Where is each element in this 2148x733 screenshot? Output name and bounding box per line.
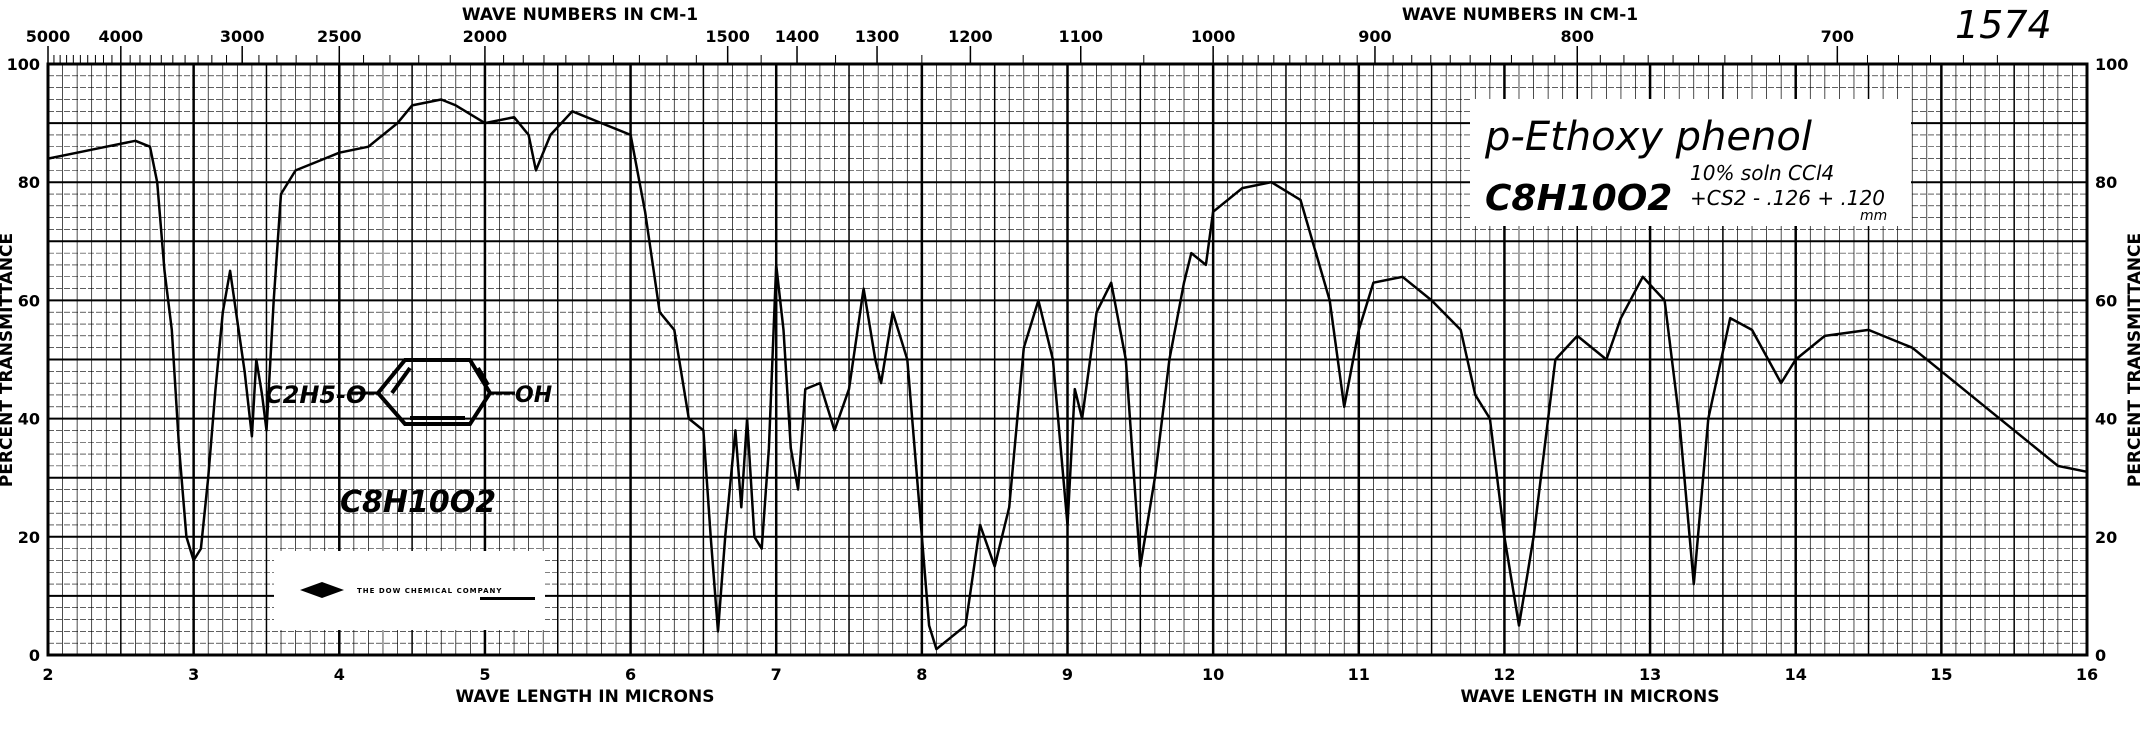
top-tick-label: 1400 [775, 27, 820, 46]
y-tick-label-right: 40 [2095, 410, 2117, 429]
top-tick-label: 700 [1821, 27, 1854, 46]
x-tick-label: 16 [2076, 665, 2098, 684]
x-axis-label-top-2: WAVE NUMBERS IN CM-1 [1402, 5, 1638, 25]
y-axis-label-right: PERCENT TRANSMITTANCE [2125, 233, 2145, 487]
y-axis-label-left: PERCENT TRANSMITTANCE [0, 233, 17, 487]
y-tick-label-right: 60 [2095, 291, 2117, 310]
structure-right-group: OH [515, 383, 552, 408]
x-tick-label: 9 [1062, 665, 1073, 684]
structure-drawing: C2H5-O OH C8H10O2 [265, 358, 552, 520]
x-tick-label: 6 [625, 665, 636, 684]
x-axis-label-bottom-1: WAVE LENGTH IN MICRONS [456, 687, 715, 707]
top-tick-label: 5000 [26, 27, 71, 46]
x-tick-label: 13 [1639, 665, 1661, 684]
logo-text: THE DOW CHEMICAL COMPANY [357, 587, 502, 595]
logo-subtext [480, 597, 535, 600]
top-tick-label: 2000 [463, 27, 508, 46]
x-tick-label: 8 [916, 665, 927, 684]
top-tick-label: 900 [1358, 27, 1391, 46]
y-tick-label-left: 60 [18, 291, 40, 310]
x-axis-label-top-1: WAVE NUMBERS IN CM-1 [462, 5, 698, 25]
sample-note-1: 10% soln CCl4 [1690, 161, 1834, 185]
structure-left-group: C2H5-O [265, 381, 366, 409]
x-tick-label: 2 [42, 665, 53, 684]
y-tick-label-left: 0 [29, 646, 40, 665]
x-tick-label: 4 [334, 665, 345, 684]
y-tick-label-right: 20 [2095, 528, 2117, 547]
sample-note-unit: mm [1860, 208, 1887, 224]
sample-note-2: +CS2 - .126 + .120 [1690, 186, 1885, 210]
top-tick-label: 1000 [1191, 27, 1236, 46]
structure-formula: C8H10O2 [340, 485, 496, 520]
x-tick-label: 3 [188, 665, 199, 684]
y-tick-label-right: 80 [2095, 173, 2117, 192]
spectrum-line [47, 98, 2088, 651]
spectrum-number: 1574 [1955, 3, 2052, 47]
dow-diamond-logo-icon [300, 582, 344, 598]
top-tick-label: 1200 [948, 27, 993, 46]
y-tick-label-right: 0 [2095, 646, 2106, 665]
x-tick-label: 7 [771, 665, 782, 684]
compound-name: p-Ethoxy phenol [1484, 114, 1812, 160]
x-axis-label-bottom-2: WAVE LENGTH IN MICRONS [1461, 687, 1720, 707]
top-tick-label: 1500 [705, 27, 750, 46]
top-tick-label: 1100 [1058, 27, 1103, 46]
compound-formula: C8H10O2 [1485, 178, 1672, 219]
x-tick-label: 14 [1785, 665, 1807, 684]
benzene-ring-icon [375, 358, 493, 426]
y-tick-label-left: 40 [18, 410, 40, 429]
y-tick-label-left: 100 [7, 55, 40, 74]
x-tick-label: 12 [1493, 665, 1515, 684]
top-tick-label: 2500 [317, 27, 362, 46]
top-tick-label: 3000 [220, 27, 265, 46]
top-tick-label: 4000 [99, 27, 144, 46]
top-tick-label: 800 [1561, 27, 1594, 46]
y-tick-label-left: 80 [18, 173, 40, 192]
x-tick-label: 15 [1930, 665, 1952, 684]
sample-label-box [1470, 99, 1911, 226]
x-tick-label: 5 [479, 665, 490, 684]
y-tick-label-left: 20 [18, 528, 40, 547]
x-tick-label: 10 [1202, 665, 1224, 684]
y-tick-label-right: 100 [2095, 55, 2128, 74]
top-tick-label: 1300 [855, 27, 900, 46]
x-tick-label: 11 [1348, 665, 1370, 684]
plot-frame [46, 62, 2089, 657]
